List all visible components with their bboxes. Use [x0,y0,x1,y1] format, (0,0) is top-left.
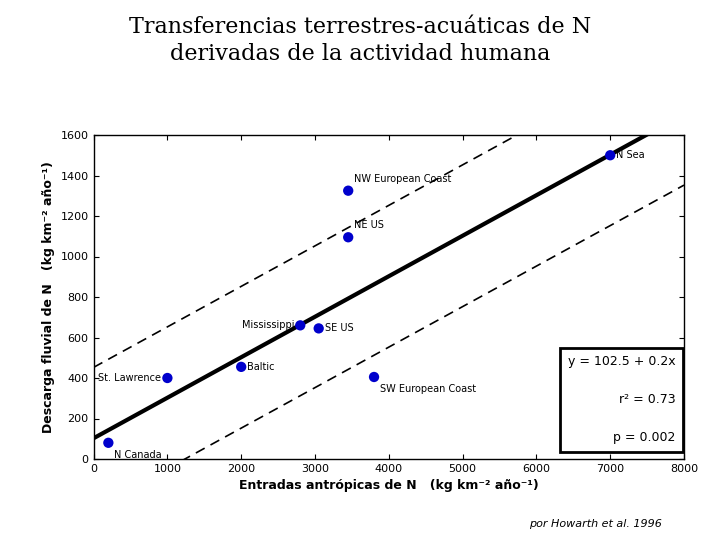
Point [313,324,325,333]
Text: por Howarth et al. 1996: por Howarth et al. 1996 [529,519,662,529]
Point [103,438,114,447]
Text: St. Lawrence: St. Lawrence [99,373,161,383]
Text: SW European Coast: SW European Coast [380,384,476,394]
Point [162,374,174,382]
Text: Transferencias terrestres-acuáticas de N
derivadas de la actividad humana: Transferencias terrestres-acuáticas de N… [129,16,591,65]
Text: N Sea: N Sea [616,150,644,160]
Y-axis label: Descarga fluvial de N   (kg km⁻² año⁻¹): Descarga fluvial de N (kg km⁻² año⁻¹) [42,161,55,433]
Point [369,373,380,381]
Point [343,233,354,241]
Point [235,362,247,371]
Text: NW European Coast: NW European Coast [354,173,451,184]
X-axis label: Entradas antrópicas de N   (kg km⁻² año⁻¹): Entradas antrópicas de N (kg km⁻² año⁻¹) [239,480,539,492]
Text: y = 102.5 + 0.2x

r² = 0.73

p = 0.002: y = 102.5 + 0.2x r² = 0.73 p = 0.002 [567,355,675,444]
Text: Mississippi: Mississippi [242,320,294,330]
Text: SE US: SE US [325,323,354,333]
Text: Baltic: Baltic [247,362,274,372]
Text: N Canada: N Canada [114,450,162,460]
Point [294,321,306,329]
Point [343,186,354,195]
Point [605,151,616,160]
Text: NE US: NE US [354,220,384,230]
